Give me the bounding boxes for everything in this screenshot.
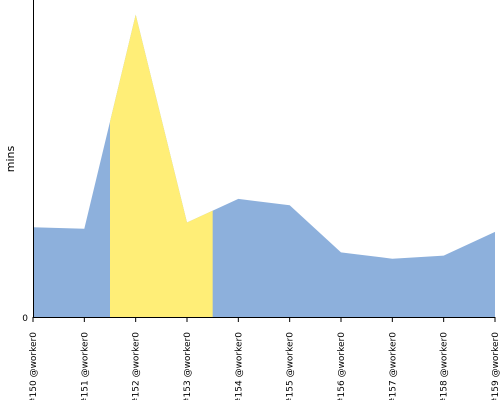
x-tick-label: #152 @worker0 — [132, 332, 142, 400]
x-tick-label: #158 @worker0 — [440, 332, 450, 400]
x-tick-label: #154 @worker0 — [234, 332, 244, 400]
x-tick-label: #156 @worker0 — [337, 332, 347, 400]
x-tick-label: #151 @worker0 — [80, 332, 90, 400]
x-tick-label: #153 @worker0 — [183, 332, 193, 400]
x-tick-label: #155 @worker0 — [286, 332, 296, 400]
x-tick-label: #157 @worker0 — [388, 332, 398, 400]
y-tick-label: 0 — [22, 314, 28, 324]
y-axis-title: mins — [4, 145, 17, 172]
series-area — [33, 14, 495, 317]
x-tick-label: #159 @worker0 — [491, 332, 500, 400]
x-tick-label: #150 @worker0 — [29, 332, 39, 400]
highlighted-area — [110, 14, 213, 317]
x-axis-ticks: #150 @worker0 #151 @worker0 #152 @worker0 #… — [29, 317, 500, 400]
